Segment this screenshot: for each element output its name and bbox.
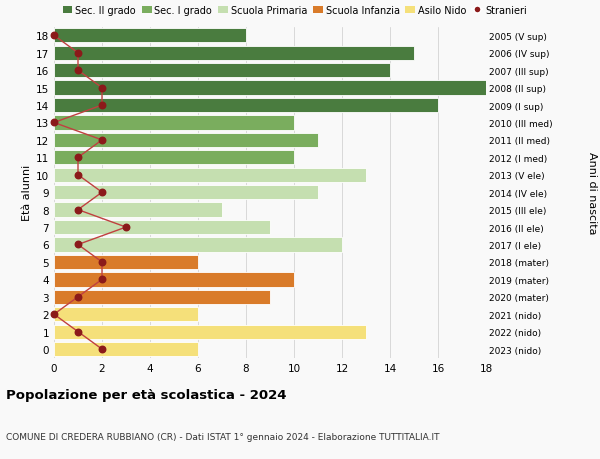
Point xyxy=(73,154,83,162)
Point xyxy=(121,224,131,231)
Point xyxy=(73,328,83,336)
Point xyxy=(97,85,107,92)
Point xyxy=(49,311,59,318)
Point xyxy=(97,189,107,196)
Point xyxy=(73,67,83,75)
Bar xyxy=(54,273,294,287)
Bar xyxy=(54,203,222,217)
Point xyxy=(73,241,83,249)
Point xyxy=(97,346,107,353)
Point xyxy=(97,259,107,266)
Bar xyxy=(54,308,198,322)
Bar xyxy=(54,64,390,78)
Point xyxy=(73,172,83,179)
Point xyxy=(49,119,59,127)
Text: Anni di nascita: Anni di nascita xyxy=(587,151,597,234)
Bar xyxy=(54,255,198,269)
Bar xyxy=(54,46,414,61)
Point xyxy=(97,137,107,144)
Legend: Sec. II grado, Sec. I grado, Scuola Primaria, Scuola Infanzia, Asilo Nido, Stran: Sec. II grado, Sec. I grado, Scuola Prim… xyxy=(59,2,530,19)
Bar xyxy=(54,134,318,148)
Point xyxy=(73,293,83,301)
Y-axis label: Età alunni: Età alunni xyxy=(22,165,32,221)
Bar xyxy=(54,290,270,304)
Text: COMUNE DI CREDERA RUBBIANO (CR) - Dati ISTAT 1° gennaio 2024 - Elaborazione TUTT: COMUNE DI CREDERA RUBBIANO (CR) - Dati I… xyxy=(6,431,439,441)
Bar xyxy=(54,185,318,200)
Bar xyxy=(54,238,342,252)
Bar xyxy=(54,342,198,357)
Point xyxy=(73,50,83,57)
Bar xyxy=(54,151,294,165)
Bar xyxy=(54,325,366,339)
Bar xyxy=(54,81,510,95)
Point xyxy=(49,33,59,40)
Point xyxy=(97,276,107,283)
Bar xyxy=(54,220,270,235)
Bar xyxy=(54,116,294,130)
Bar xyxy=(54,168,366,183)
Text: Popolazione per età scolastica - 2024: Popolazione per età scolastica - 2024 xyxy=(6,389,287,402)
Point xyxy=(97,102,107,110)
Bar xyxy=(54,29,246,43)
Point xyxy=(73,207,83,214)
Bar xyxy=(54,99,438,113)
